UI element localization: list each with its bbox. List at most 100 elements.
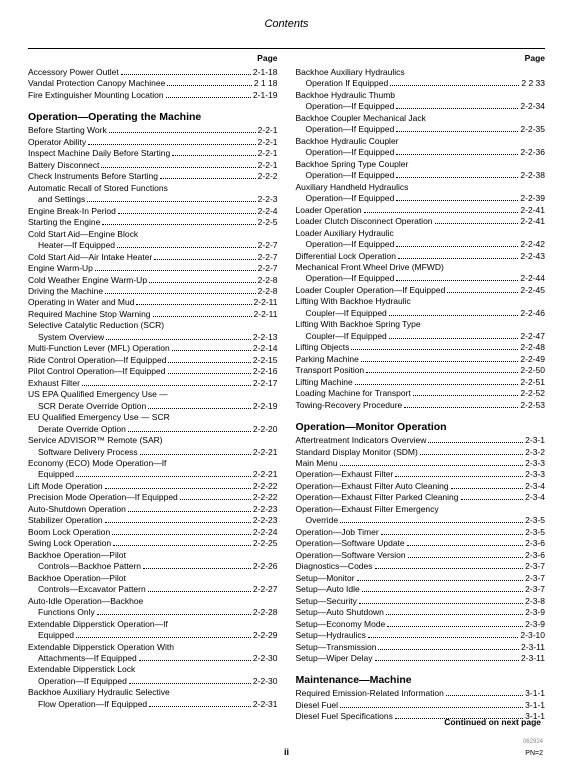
entry-label: Coupler—If Equipped: [306, 308, 387, 319]
leader-dots: [375, 563, 524, 569]
entry-page: 2-2-21: [253, 469, 278, 480]
leader-dots: [396, 195, 518, 201]
leader-dots: [408, 552, 524, 558]
toc-entry: Standard Display Monitor (SDM)2-3-2: [296, 447, 546, 458]
entry-page: 2-3-3: [525, 458, 545, 469]
leader-dots: [105, 483, 251, 489]
leader-dots: [167, 81, 252, 87]
leader-dots: [160, 173, 256, 179]
toc-entry: Battery Disconnect2-2-1: [28, 160, 278, 171]
toc-entry: Equipped2-2-21: [28, 469, 278, 480]
toc-entry: Lift Mode Operation 2-2-22: [28, 481, 278, 492]
entry-page: 2-2-29: [253, 630, 278, 641]
entry-label: Lifting Objects: [296, 342, 350, 353]
toc-entry: Extendable Dipperstick Operation With: [28, 642, 278, 653]
leader-dots: [128, 426, 251, 432]
leader-dots: [76, 472, 251, 478]
leader-dots: [117, 242, 256, 248]
toc-entry: Fire Extinguisher Mounting Location2-1-1…: [28, 90, 278, 101]
entry-label: Lift Mode Operation: [28, 481, 103, 492]
leader-dots: [102, 219, 255, 225]
entry-label: Operator Ability: [28, 137, 86, 148]
toc-entry: Extendable Dipperstick Lock: [28, 664, 278, 675]
leader-dots: [357, 575, 524, 581]
toc-entry: Coupler—If Equipped2-2-47: [296, 331, 546, 342]
toc-entry: Backhoe Operation—Pilot: [28, 573, 278, 584]
entry-page: 2-2-24: [253, 527, 278, 538]
entry-page: 2-3-7: [525, 584, 545, 595]
toc-entry: and Settings2-2-3: [28, 194, 278, 205]
entry-page: 2-3-10: [520, 630, 545, 641]
toc-entry: Backhoe Spring Type Coupler: [296, 159, 546, 170]
entry-label: Operation—If Equipped: [306, 193, 395, 204]
entry-label: Diesel Fuel Specifications: [296, 711, 393, 722]
leader-dots: [389, 333, 519, 339]
entry-label: Operation—If Equipped: [306, 147, 395, 158]
leader-dots: [148, 403, 251, 409]
entry-label: Backhoe Auxiliary Hydraulic Selective: [28, 687, 170, 698]
toc-entry: SCR Derate Override Option 2-2-19: [28, 401, 278, 412]
leader-dots: [149, 277, 256, 283]
entry-label: Software Delivery Process: [38, 447, 138, 458]
toc-entry: Diagnostics—Codes2-3-7: [296, 561, 546, 572]
entry-label: Operation—If Equipped: [306, 124, 395, 135]
entry-label: Diagnostics—Codes: [296, 561, 373, 572]
toc-entry: Loader Operation2-2-41: [296, 205, 546, 216]
toc-entry: Operating in Water and Mud2-2-11: [28, 297, 278, 308]
entry-page: 2 2 33: [521, 78, 545, 89]
toc-entry: Setup—Security2-3-8: [296, 596, 546, 607]
entry-label: Backhoe Auxiliary Hydraulics: [296, 67, 405, 78]
leader-dots: [88, 139, 256, 145]
entry-page: 2-2-38: [520, 170, 545, 181]
leader-dots: [428, 437, 523, 443]
toc-entry: Loader Auxiliary Hydraulic: [296, 228, 546, 239]
entry-label: Setup—Auto Shutdown: [296, 607, 384, 618]
entry-page: 2-2-19: [253, 401, 278, 412]
entry-page: 2-2-26: [253, 561, 278, 572]
entry-label: Before Starting Work: [28, 125, 107, 136]
entry-page: 2-2-1: [258, 137, 278, 148]
entry-page: 2-2-22: [253, 492, 278, 503]
toc-entry: Backhoe Operation—Pilot: [28, 550, 278, 561]
toc-entry: Stabilizer Operation2-2-23: [28, 515, 278, 526]
toc-entry: Auto-Idle Operation—Backhoe: [28, 596, 278, 607]
entry-label: Operating in Water and Mud: [28, 297, 134, 308]
entry-label: Flow Operation—If Equipped: [38, 699, 147, 710]
toc-entry: Automatic Recall of Stored Functions: [28, 183, 278, 194]
entry-label: Functions Only: [38, 607, 95, 618]
leader-dots: [340, 517, 523, 523]
entry-page: 2-2-52: [520, 388, 545, 399]
leader-dots: [435, 218, 519, 224]
entry-page: 2-2-51: [520, 377, 545, 388]
toc-entry: Setup—Auto Idle2-3-7: [296, 584, 546, 595]
leader-dots: [359, 598, 523, 604]
entry-page: 2-2-22: [253, 481, 278, 492]
toc-entry: Auxiliary Handheld Hydraulics: [296, 182, 546, 193]
entry-label: Operation—Exhaust Filter Auto Cleaning: [296, 481, 449, 492]
entry-page: 2-2-34: [520, 101, 545, 112]
entry-label: Driving the Machine: [28, 286, 103, 297]
page-header-left: Page: [28, 53, 278, 63]
entry-label: SCR Derate Override Option: [38, 401, 146, 412]
entry-label: Engine Warm-Up: [28, 263, 93, 274]
entry-label: Heater—If Equipped: [38, 240, 115, 251]
toc-entry: Pilot Control Operation—If Equipped2-2-1…: [28, 366, 278, 377]
entry-label: Differential Lock Operation: [296, 251, 396, 262]
toc-entry: Exhaust Filter2-2-17: [28, 378, 278, 389]
entry-page: 2-2-27: [253, 584, 278, 595]
entry-page: 2-3-1: [525, 435, 545, 446]
entry-label: Swing Lock Operation: [28, 538, 111, 549]
entry-page: 2-3-5: [525, 527, 545, 538]
entry-page: 2 1 18: [254, 78, 278, 89]
leader-dots: [180, 494, 251, 500]
toc-entry: Check Instruments Before Starting2-2-2: [28, 171, 278, 182]
entry-label: Fire Extinguisher Mounting Location: [28, 90, 164, 101]
entry-page: 2-2-41: [520, 216, 545, 227]
entry-page: 2-1-18: [253, 67, 278, 78]
entry-label: Multi-Function Lever (MFL) Operation: [28, 343, 170, 354]
entry-page: 2-3-7: [525, 573, 545, 584]
toc-entry: Mechanical Front Wheel Drive (MFWD): [296, 262, 546, 273]
section-heading: Maintenance—Machine: [296, 674, 546, 686]
toc-entry: Derate Override Option2-2-20: [28, 424, 278, 435]
toc-entry: Towing-Recovery Procedure2-2-53: [296, 400, 546, 411]
